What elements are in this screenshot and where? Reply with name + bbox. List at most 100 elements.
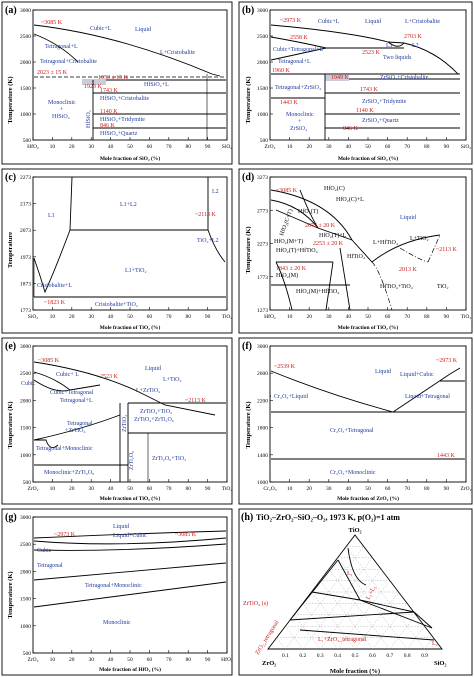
- panel-a-hfsio4-l: HfSiO₄+L: [144, 81, 169, 88]
- panel-g-ytick-label: 1500: [20, 597, 31, 603]
- panel-b-ylabel: Temperature (K): [245, 76, 252, 123]
- panel-b-cubic-tetr-l: Cubic+Tetragonal+L: [273, 47, 324, 53]
- panel-f-tag: (f): [242, 341, 252, 352]
- panel-a-xtick-label: 70: [166, 144, 172, 150]
- panel-f-liq-cubic: Liquid+Cubic: [400, 372, 434, 378]
- panel-b-highlight: [325, 75, 349, 81]
- panel-d-hfo2t-l: HfO₂(T)+L: [319, 232, 347, 239]
- panel-d-dashdot-3: [427, 234, 441, 263]
- panel-d-t2253: 2253 ± 20 K: [313, 241, 344, 247]
- panel-f-xtick-label: 90: [444, 486, 450, 492]
- panel-b-tetr-zrsio4: Tetragonal+ZrSiO₄: [275, 85, 321, 91]
- panel-b-mono-zrsio4: Monoclinic + ZrSiO₄: [286, 112, 314, 132]
- panel-a-cubic-l: Cubic+L: [90, 26, 112, 32]
- panel-b-zrsio4-trid: ZrSiO₄+Tridymite: [362, 99, 407, 105]
- panel-b-xtick-label: 30: [326, 144, 332, 150]
- panel-d-hftio4-left: [325, 261, 334, 311]
- panel-b-zrsio4-crist: ZrSiO₄+Cristobalite: [380, 75, 429, 81]
- panel-d-t3085: ~3085 K: [276, 188, 298, 194]
- panel-e-ytick-label: 1000: [20, 453, 31, 459]
- panel-e-tetr-line1: Tetragonal: [67, 421, 93, 427]
- panel-h-grid: [276, 546, 434, 650]
- panel-d-hftio4-right: [339, 247, 351, 311]
- panel-e-xtick-label: 70: [166, 486, 172, 492]
- panel-a-hfsio4-crist: HfSiO₄+Cristobalite: [100, 95, 149, 102]
- panel-g-liq-cubic: Liquid+Cubic: [113, 533, 147, 539]
- panel-b-two-liq: Two liquids: [383, 55, 412, 61]
- panel-d-xtick-label: 40: [346, 314, 352, 320]
- panel-d-hftio4-tio2: HfTiO₄+TiO₂: [380, 283, 413, 290]
- panel-c-tio2-liquidus: [207, 229, 226, 263]
- panel-b-xtick-label: 40: [346, 144, 352, 150]
- panel-g-ytick-label: 500: [23, 651, 32, 657]
- panel-c-t2113: ~2113 K: [195, 212, 217, 218]
- panel-d-liquid: Liquid: [400, 215, 416, 221]
- panel-h-bottom-tick-label: 0.2: [299, 653, 306, 659]
- panel-a-ytick-label: 1500: [20, 86, 31, 92]
- panel-b-t846: 846 K: [343, 126, 359, 132]
- panel-h-apex-right: SiO₂: [434, 660, 446, 667]
- panel-b-l1: L1: [386, 43, 393, 49]
- panel-e-xtick-label: 80: [185, 486, 191, 492]
- panel-e-tetr-zrtio4: Tetragonal +ZrTiO₄: [65, 421, 93, 434]
- panel-e-t2523: 2523 K: [100, 374, 119, 380]
- panel-f-xtick-label: 30: [326, 486, 332, 492]
- panel-e-ytick-label: 3000: [20, 344, 31, 350]
- panel-a-liquid: Liquid: [135, 27, 151, 33]
- panel-e: (e) Temperature (K) 3000 2500 2000 1500 1000…: [1, 337, 233, 505]
- panel-c-xtick-label: 90: [205, 314, 211, 320]
- panel-h-bottom-tick-label: 0.6: [369, 653, 376, 659]
- panel-g-ylabel: Temperature (K): [7, 571, 14, 618]
- panel-h-bottom-tick-label: 0.3: [317, 653, 324, 659]
- panel-h-bottom-tick-label: 0.5: [352, 653, 359, 659]
- panel-f-xtick-label: 20: [306, 486, 312, 492]
- panel-c-xtick-label: 50: [127, 314, 133, 320]
- panel-b-cubic-boundary: [270, 36, 327, 49]
- panel-e-t2113: ~2113 K: [185, 398, 207, 404]
- panel-g: (g) Temperature (K) 3000 2500 2000 1500 1000…: [1, 508, 233, 676]
- panel-e-tetr-mono: Tetragonal+Monoclinic: [36, 446, 93, 452]
- panel-f-t2539: ~2539 K: [274, 364, 296, 370]
- panel-g-xtick-label: 80: [185, 657, 191, 663]
- panel-f-xtick-label: 50: [365, 486, 371, 492]
- panel-d-hfo2t: HfO₂(T): [298, 208, 318, 215]
- panel-a-t1923: 1923 K: [84, 84, 103, 90]
- panel-c-xtick-label: 80: [185, 314, 191, 320]
- panel-e-l-zrtio4: L+ZrTiO₄: [136, 388, 160, 394]
- panel-f-t1443: 1443 K: [437, 453, 456, 459]
- panel-e-cubic-boundary: [33, 371, 71, 391]
- panel-a-t1743: 1743 K: [100, 88, 119, 94]
- panel-h-bottom-region: [299, 629, 435, 641]
- panel-d-xlabel: Mole fraction of TiO₂ (%): [338, 324, 399, 331]
- panel-h-grid-line: [285, 546, 364, 650]
- panel-h-bottom-tick-label: 0.7: [386, 653, 393, 659]
- panel-h-l1: L₁: [347, 571, 353, 577]
- panel-b-t2558: 2558 K: [290, 35, 309, 41]
- panel-b-xlabel: Mole fraction of SiO₂ (%): [338, 155, 398, 162]
- panel-a-ylabel: Temperature (K): [7, 76, 14, 123]
- panel-b-t1140: 1140 K: [356, 108, 374, 114]
- panel-b-xtick-label: 60: [385, 144, 391, 150]
- panel-a-xlabel: Mole fraction of SiO₂ (%): [100, 155, 160, 162]
- panel-b-cubic-l: Cubic+L: [318, 19, 340, 25]
- panel-a-xtick-label: 40: [108, 144, 114, 150]
- panel-e-xtick-label: 20: [69, 486, 75, 492]
- panel-h-grid-line: [320, 580, 373, 650]
- panel-g-cubic-boundary: [33, 543, 227, 551]
- panel-h-grid-line: [276, 637, 286, 650]
- panel-g-xlabel: Mole fraction of HfO₂ (%): [99, 666, 161, 673]
- panel-b-xtick-label: 50: [365, 144, 371, 150]
- panel-c-ytick-label: 1873: [20, 281, 31, 287]
- panel-a-cubic-boundary: [33, 33, 79, 63]
- panel-a-ytick-label: 2500: [20, 34, 31, 40]
- panel-d-ytick-label: 1273: [257, 308, 268, 314]
- panel-e-xtick-label: TiO₂: [222, 486, 233, 492]
- panel-f-xtick-label: 70: [404, 486, 410, 492]
- panel-d-xtick-label: 90: [444, 314, 450, 320]
- panel-e-liquid: Liquid: [145, 366, 161, 372]
- panel-a-ytick-label: 2000: [20, 60, 31, 66]
- panel-a-hfsio4-quartz: HfSiO₄+Quartz: [100, 130, 138, 137]
- panel-b-liquidus: [270, 24, 459, 75]
